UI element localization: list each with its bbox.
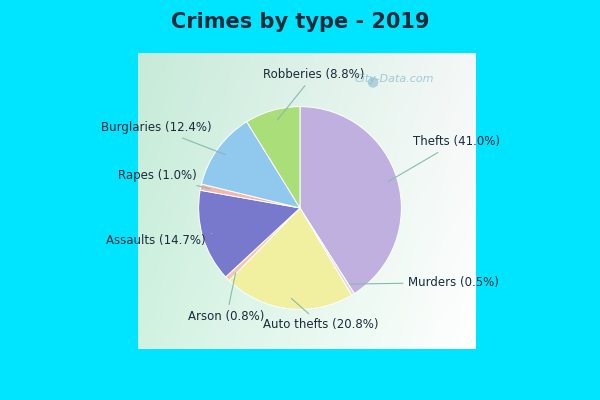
Wedge shape [300, 208, 355, 295]
Wedge shape [199, 190, 300, 277]
Text: Assaults (14.7%): Assaults (14.7%) [106, 234, 212, 247]
Wedge shape [226, 208, 300, 280]
Wedge shape [200, 184, 300, 208]
Wedge shape [247, 107, 300, 208]
Text: Arson (0.8%): Arson (0.8%) [188, 273, 265, 323]
Text: City-Data.com: City-Data.com [354, 74, 434, 84]
Wedge shape [300, 107, 401, 294]
Text: Thefts (41.0%): Thefts (41.0%) [388, 135, 500, 182]
Text: Crimes by type - 2019: Crimes by type - 2019 [171, 12, 429, 32]
Text: Robberies (8.8%): Robberies (8.8%) [263, 68, 365, 120]
Text: Murders (0.5%): Murders (0.5%) [349, 276, 499, 289]
Wedge shape [229, 208, 352, 309]
Wedge shape [202, 122, 300, 208]
Text: Burglaries (12.4%): Burglaries (12.4%) [101, 121, 225, 154]
Text: ●: ● [366, 74, 378, 88]
Text: Rapes (1.0%): Rapes (1.0%) [118, 169, 210, 189]
Text: Auto thefts (20.8%): Auto thefts (20.8%) [263, 298, 379, 331]
